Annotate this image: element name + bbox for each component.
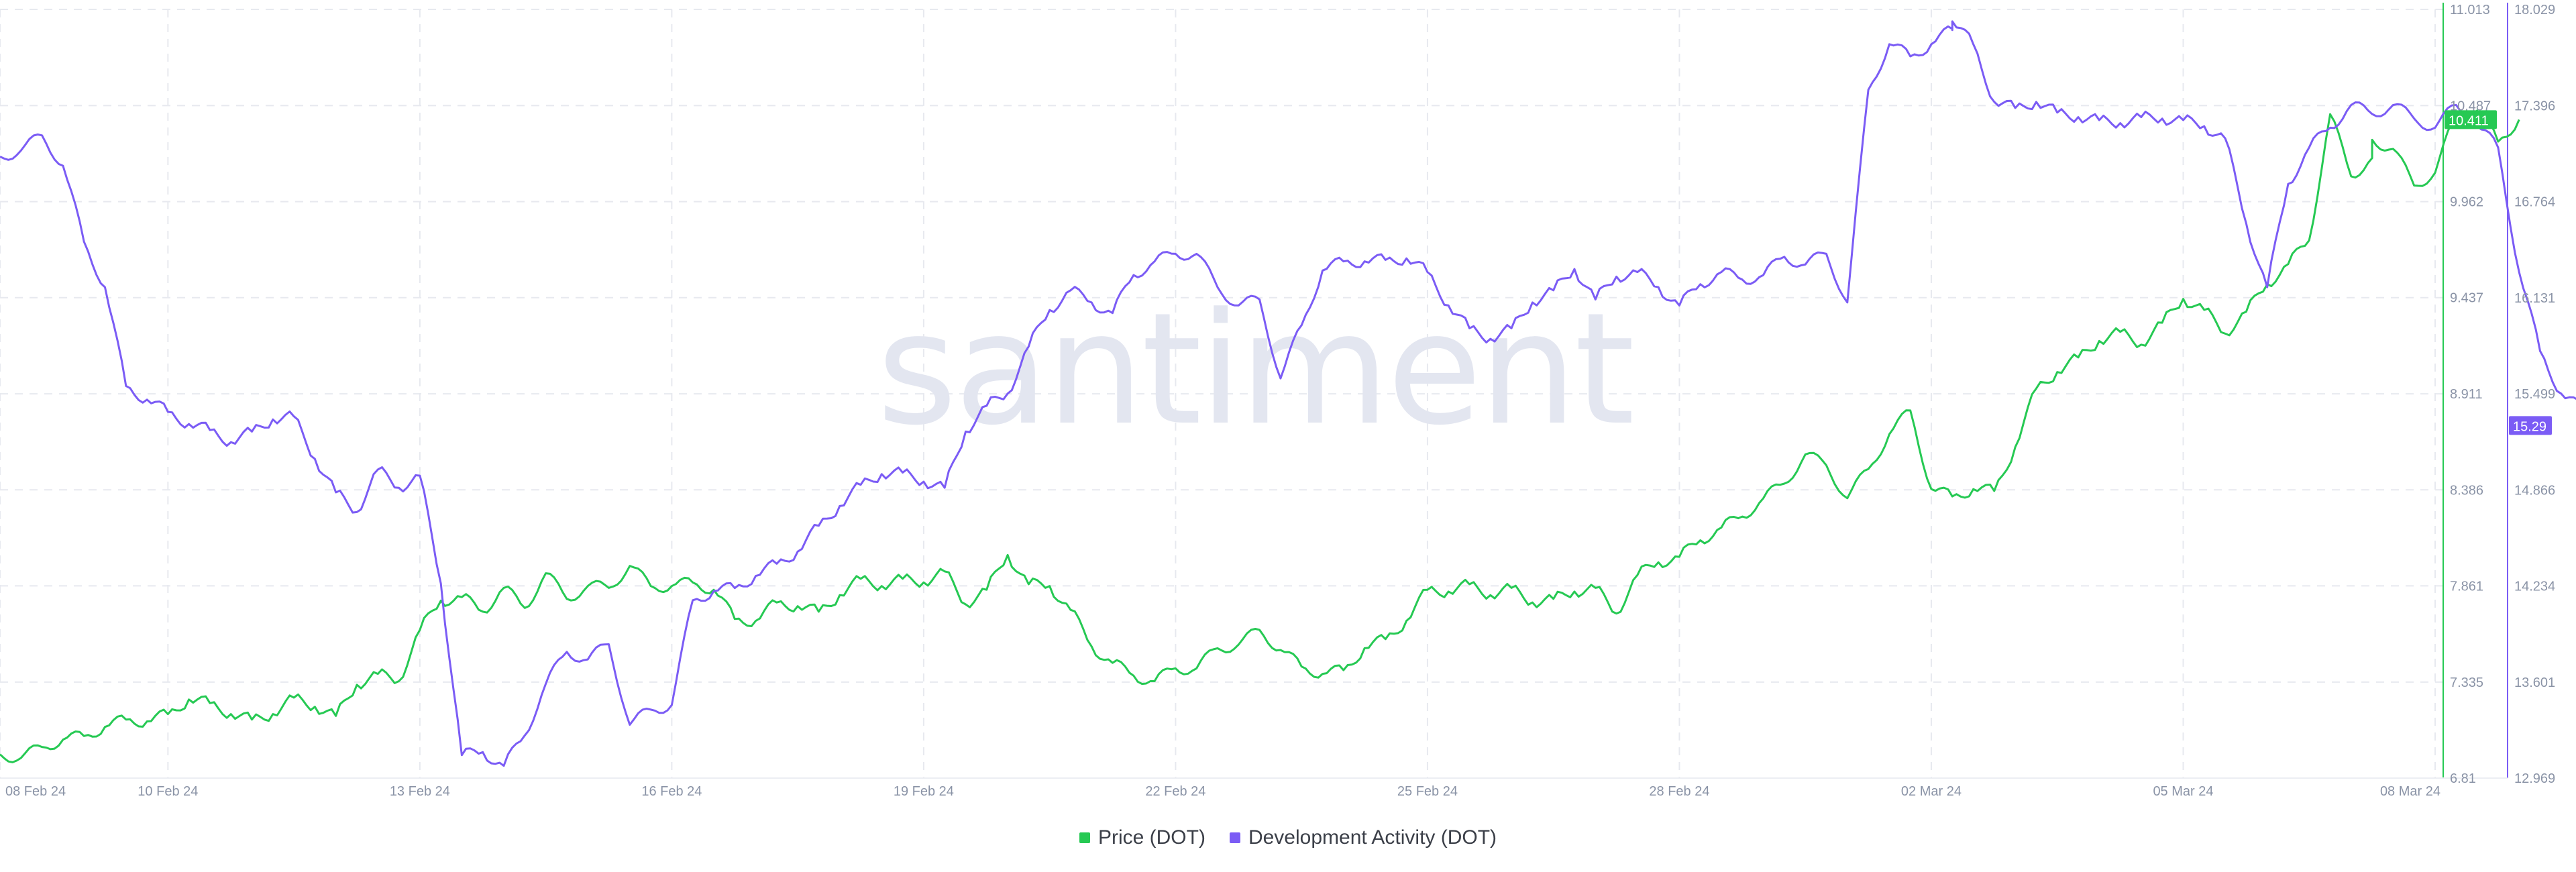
- y-tick-label-dev: 16.131: [2514, 291, 2555, 306]
- x-axis: 08 Feb 24 10 Feb 24 13 Feb 24 16 Feb 24 19 F…: [5, 784, 2440, 799]
- x-tick-label: 19 Feb 24: [894, 784, 954, 799]
- x-tick-label: 22 Feb 24: [1145, 784, 1205, 799]
- series-line-dev-activity: [0, 20, 2576, 767]
- x-tick-label: 05 Mar 24: [2153, 784, 2213, 799]
- price-last-value-badge: [2445, 110, 2497, 129]
- x-tick-label: 10 Feb 24: [138, 784, 198, 799]
- axis-lines: [0, 3, 2508, 779]
- legend-swatch-dev-activity: [1229, 832, 1240, 843]
- y-tick-label-price: 8.386: [2450, 483, 2483, 498]
- y-tick-label-dev: 14.234: [2514, 580, 2555, 594]
- y-tick-label-price: 9.962: [2450, 195, 2483, 210]
- legend-label-price: Price (DOT): [1097, 826, 1205, 849]
- y-tick-label-dev: 15.499: [2514, 387, 2555, 402]
- y-tick-label-price: 7.861: [2450, 579, 2483, 594]
- last-value-badges: 10.411 15.29: [2445, 110, 2552, 435]
- x-tick-label: 08 Feb 24: [5, 784, 66, 799]
- y-tick-label-price: 8.911: [2450, 387, 2483, 402]
- x-tick-label: 16 Feb 24: [641, 784, 702, 799]
- x-tick-label: 25 Feb 24: [1397, 784, 1458, 799]
- y-tick-label-price: 11.013: [2450, 3, 2490, 17]
- y-tick-label-dev: 12.969: [2514, 771, 2555, 786]
- y-tick-label-dev: 13.601: [2514, 675, 2555, 690]
- legend-item-dev-activity[interactable]: Development Activity (DOT): [1229, 826, 1497, 849]
- y-tick-label-price: 9.437: [2450, 291, 2483, 306]
- grid: [0, 9, 2443, 779]
- series-layer: [0, 20, 2576, 767]
- y-axes: 11.013 10.487 9.962 9.437 8.911 8.386 7.861 7.3…: [2450, 3, 2555, 786]
- x-tick-label: 28 Feb 24: [1649, 784, 1709, 799]
- legend-item-price[interactable]: Price (DOT): [1079, 826, 1205, 849]
- y-tick-label-dev: 18.029: [2514, 3, 2555, 17]
- y-tick-label-dev: 17.396: [2514, 99, 2555, 113]
- dev-activity-last-value-text: 15.29: [2513, 419, 2546, 434]
- legend-swatch-price: [1079, 832, 1090, 843]
- x-tick-label: 08 Mar 24: [2380, 784, 2440, 799]
- y-tick-label-price: 7.335: [2450, 675, 2483, 690]
- y-tick-label-dev: 16.764: [2514, 195, 2555, 210]
- price-last-value-text: 10.411: [2449, 113, 2489, 128]
- y-tick-label-price: 10.487: [2450, 99, 2491, 113]
- series-line-price: [0, 109, 2520, 763]
- y-tick-label-price: 6.81: [2450, 771, 2476, 786]
- x-tick-label: 02 Mar 24: [1901, 784, 1962, 799]
- watermark: santiment: [877, 280, 1632, 459]
- dev-activity-last-value-badge: [2509, 416, 2552, 435]
- legend-label-dev-activity: Development Activity (DOT): [1248, 826, 1497, 849]
- x-tick-label: 13 Feb 24: [390, 784, 450, 799]
- legend: Price (DOT) Development Activity (DOT): [0, 826, 2576, 849]
- y-tick-label-dev: 14.866: [2514, 483, 2555, 498]
